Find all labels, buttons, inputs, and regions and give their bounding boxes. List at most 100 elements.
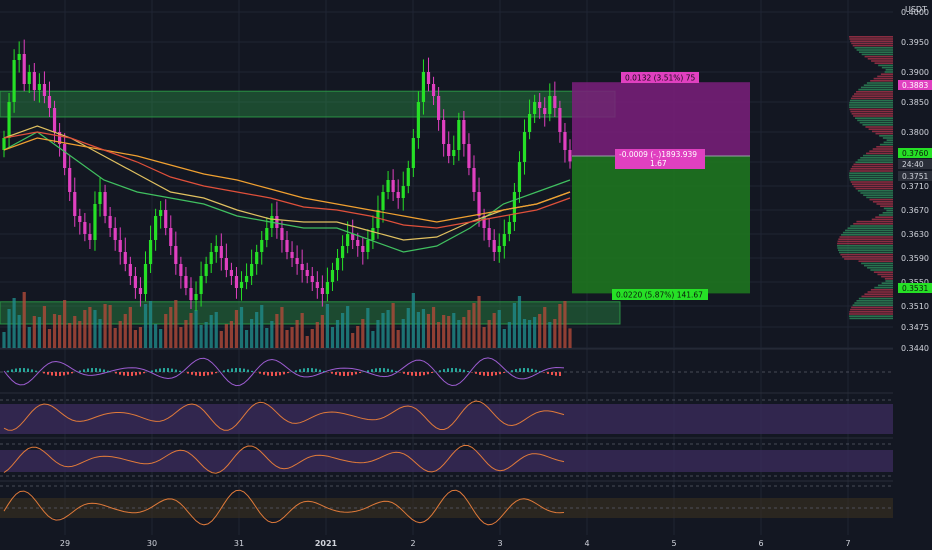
candle-body (447, 144, 451, 156)
candle-body (300, 264, 304, 270)
stop-label: 0.0220 (5.87%) 141.67 (612, 289, 708, 300)
volume-profile-bar (875, 216, 893, 218)
candle-body (164, 210, 168, 228)
volume-profile-bar (851, 306, 893, 309)
moving-average-line (3, 131, 571, 253)
volume-bar (270, 321, 274, 348)
volume-profile-bar (878, 214, 893, 216)
volume-bar (452, 313, 456, 348)
macd-histogram-bar (323, 370, 325, 372)
candle-body (416, 102, 420, 138)
volume-profile-bar (849, 172, 893, 174)
macd-histogram-bar (231, 368, 233, 372)
volume-profile-bar (875, 132, 893, 135)
volume-bar (275, 314, 279, 348)
macd-histogram-bar (19, 368, 21, 372)
candle-body (290, 252, 294, 258)
volume-bar (260, 305, 264, 348)
volume-bar (487, 320, 491, 348)
macd-histogram-bar (535, 369, 537, 372)
volume-bar (194, 310, 198, 348)
volume-profile-bar (884, 71, 893, 73)
candle-body (108, 216, 112, 228)
candle-body (174, 246, 178, 264)
candle-body (234, 276, 239, 288)
macd-histogram-bar (427, 372, 429, 375)
candle-body (512, 192, 517, 222)
volume-bar (255, 312, 259, 348)
volume-bar (512, 303, 517, 348)
macd-histogram-bar (123, 372, 125, 376)
oscillator-line (3, 444, 565, 474)
svg-text:0.3751: 0.3751 (902, 172, 928, 181)
volume-profile-bar (871, 60, 893, 62)
macd-histogram-bar (439, 370, 441, 372)
macd-histogram-bar (415, 372, 417, 376)
volume-bar (250, 319, 254, 348)
candle-body (548, 96, 552, 114)
volume-profile-bar (867, 58, 893, 60)
candle-body (219, 246, 223, 258)
macd-histogram-bar (499, 372, 501, 375)
volume-bar (209, 315, 213, 348)
volume-profile-bar (849, 108, 893, 111)
volume-bar (189, 313, 193, 348)
target-label-text: 0.0132 (3.51%) 75 (625, 74, 695, 83)
macd-histogram-bar (383, 368, 385, 372)
candle-body (401, 186, 405, 198)
volume-profile-bar (858, 51, 893, 53)
candle-body (93, 204, 97, 240)
macd-histogram-bar (227, 369, 229, 372)
macd-histogram-bar (131, 372, 133, 376)
candle-body (553, 96, 557, 108)
macd-histogram-bar (175, 369, 177, 372)
macd-histogram-bar (543, 372, 545, 373)
candle-body (386, 180, 390, 192)
price-tick-label: 0.3590 (901, 254, 929, 263)
candle-body (482, 216, 486, 228)
volume-bar (32, 316, 36, 348)
volume-profile-bar (878, 64, 893, 67)
volume-profile-bar (867, 291, 893, 293)
candle-body (527, 114, 532, 132)
volume-bar (300, 313, 304, 348)
macd-histogram-bar (547, 372, 549, 374)
position-tool[interactable] (572, 82, 750, 294)
price-axis[interactable]: USDT 0.4000 0.3950 0.3900 0.3850 0.3800 0.375… (893, 0, 932, 550)
candlesticks (2, 39, 572, 311)
candle-body (426, 72, 431, 84)
macd-histogram-bar (55, 372, 57, 376)
volume-bar (88, 307, 92, 348)
macd-histogram-bar (215, 372, 217, 374)
candle-body (229, 270, 234, 276)
volume-bar (128, 307, 132, 348)
time-axis[interactable]: 29 30 31 2021 2 3 4 5 6 7 (60, 539, 851, 548)
volume-profile (837, 36, 893, 320)
volume-profile-bar (856, 220, 893, 223)
volume-bar (538, 314, 542, 348)
volume-profile-bar (857, 190, 893, 192)
price-tick-label: 0.3950 (901, 38, 929, 47)
macd-histogram-bar (511, 370, 513, 372)
candle-body (411, 138, 415, 168)
volume-profile-bar (837, 245, 893, 247)
volume-profile-bar (842, 256, 893, 258)
macd-histogram-bar (555, 372, 557, 376)
volume-bar (154, 324, 158, 348)
candle-body (88, 234, 92, 240)
candle-body (533, 102, 537, 114)
volume-profile-bar (849, 36, 893, 38)
volume-profile-bar (870, 80, 893, 82)
quote-currency: USDT (905, 5, 927, 14)
candle-body (7, 102, 11, 138)
price-tick-label: 0.3800 (901, 128, 929, 137)
candle-body (366, 240, 370, 252)
macd-histogram-bar (91, 368, 93, 372)
candle-body (255, 252, 259, 264)
volume-bar (396, 330, 400, 348)
macd-histogram-bar (23, 368, 25, 372)
macd-histogram-bar (79, 370, 81, 372)
candle-body (169, 228, 173, 246)
moving-average-line (3, 131, 571, 229)
